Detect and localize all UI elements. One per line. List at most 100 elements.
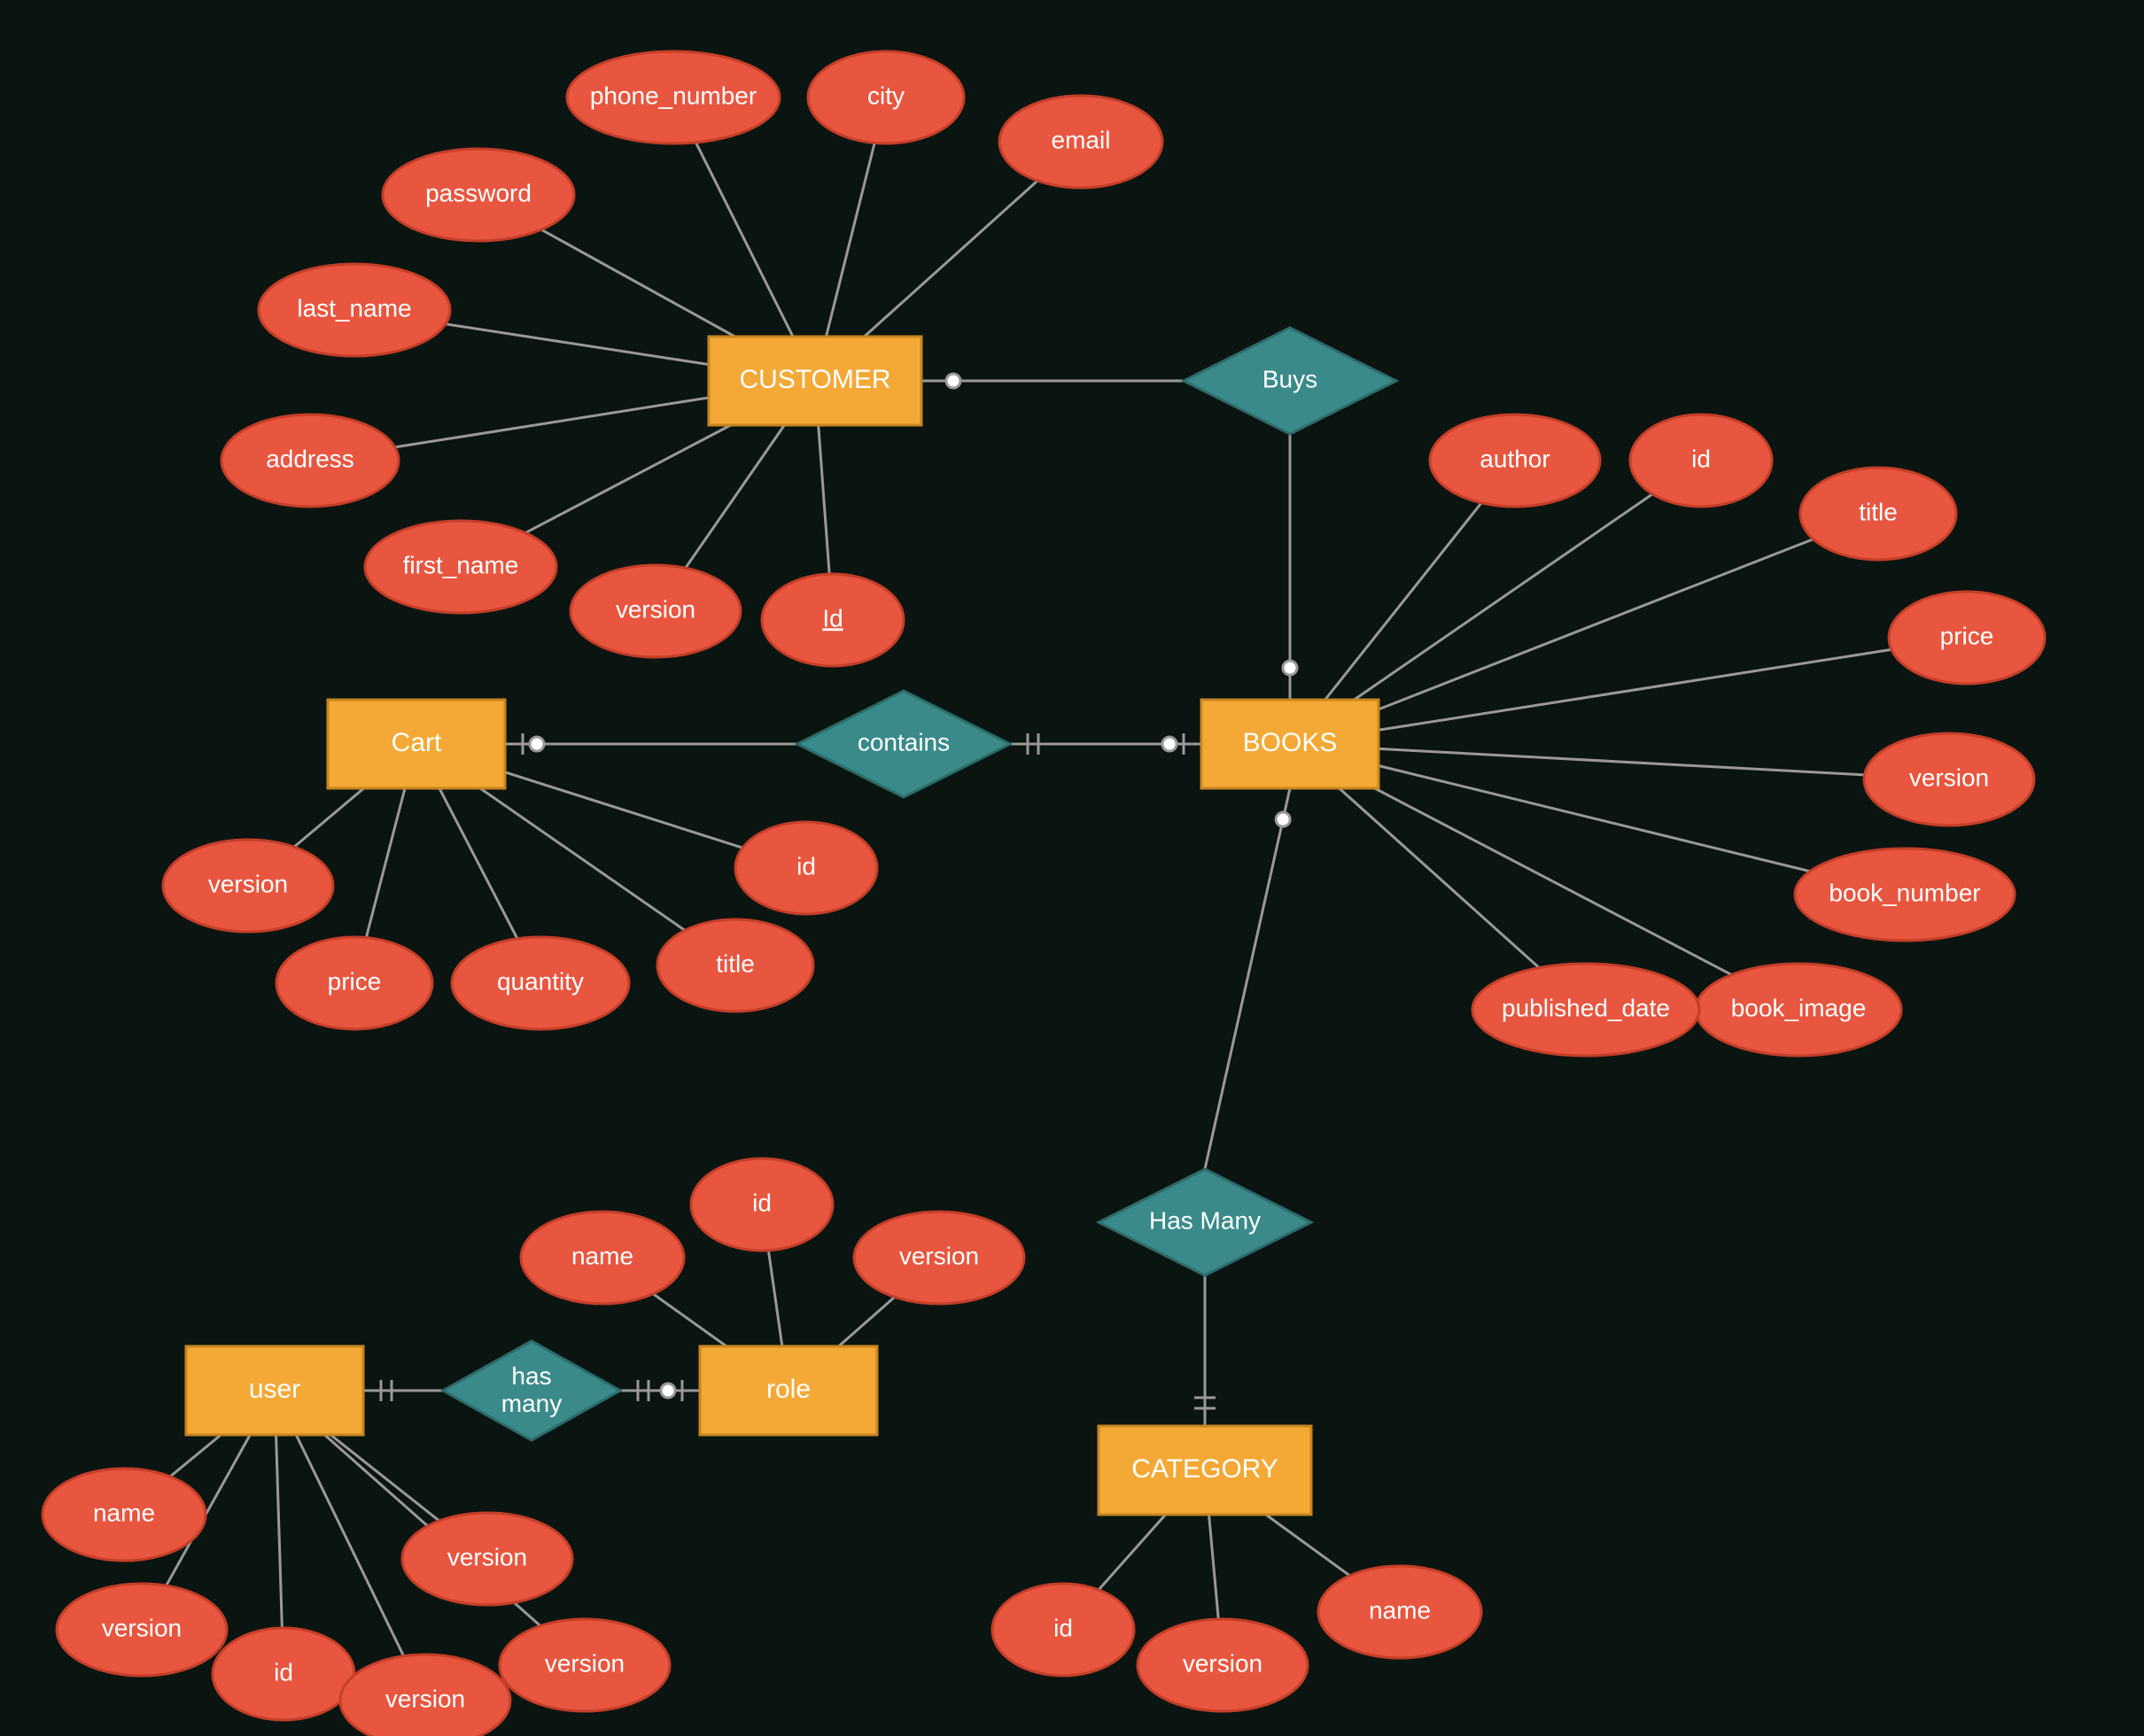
attr-edge-c_email xyxy=(865,181,1038,337)
attr-u_ver3: version xyxy=(402,1513,572,1605)
attr-edge-ct_qty xyxy=(439,788,517,939)
attr-edge-ct_ver xyxy=(294,788,364,847)
entity-cart: Cart xyxy=(328,700,505,788)
attr-c_email-label: email xyxy=(1052,126,1111,153)
entity-books-label: BOOKS xyxy=(1243,728,1338,757)
attr-cg_ver: version xyxy=(1138,1619,1308,1711)
relation-hasmany2: hasmany xyxy=(443,1341,620,1440)
attr-ct_id: id xyxy=(735,822,877,914)
attr-cg_ver-label: version xyxy=(1183,1649,1262,1677)
attr-edge-c_pass xyxy=(541,229,735,337)
attr-b_img: book_image xyxy=(1696,964,1901,1056)
attr-c_pass-label: password xyxy=(425,179,532,206)
attr-cg_id: id xyxy=(992,1584,1134,1676)
attr-edge-u_ver2 xyxy=(296,1435,403,1656)
attr-r_id-label: id xyxy=(752,1189,772,1216)
attr-c_city-label: city xyxy=(867,81,905,109)
attr-b_title: title xyxy=(1800,468,1956,560)
attr-ct_ver-label: version xyxy=(208,870,288,897)
attr-c_email: email xyxy=(999,96,1162,188)
attr-edge-cg_id xyxy=(1099,1515,1166,1590)
attr-ct_id-label: id xyxy=(796,852,816,880)
attr-edge-b_title xyxy=(1379,539,1814,709)
attr-c_first: first_name xyxy=(365,521,556,613)
relation-contains: contains xyxy=(797,691,1010,797)
attr-cg_id-label: id xyxy=(1053,1614,1073,1641)
attr-ct_title-label: title xyxy=(716,949,755,977)
attr-edge-c_first xyxy=(525,425,731,533)
entity-role-label: role xyxy=(766,1375,811,1404)
attr-u_ver2: version xyxy=(340,1655,510,1736)
attr-b_author: author xyxy=(1430,415,1600,507)
attr-c_id-label: Id xyxy=(822,604,843,632)
attr-r_id: id xyxy=(691,1159,833,1251)
attr-u_ver4: version xyxy=(500,1619,670,1711)
entity-category: CATEGORY xyxy=(1099,1426,1311,1515)
attr-u_ver4-label: version xyxy=(545,1649,625,1677)
entity-books: BOOKS xyxy=(1201,700,1379,788)
attr-b_img-label: book_image xyxy=(1731,994,1867,1021)
attr-ct_ver: version xyxy=(163,840,333,932)
attr-ct_qty-label: quantity xyxy=(497,967,584,995)
attr-c_phone: phone_number xyxy=(567,51,780,143)
attr-c_ver: version xyxy=(571,565,741,657)
entity-user-label: user xyxy=(249,1375,300,1404)
attr-b_num: book_number xyxy=(1795,849,2015,941)
attr-edge-cg_ver xyxy=(1209,1515,1219,1619)
attr-b_id: id xyxy=(1630,415,1772,507)
entity-cart-label: Cart xyxy=(392,728,442,757)
relation-contains-label: contains xyxy=(858,728,950,756)
attr-b_pub-label: published_date xyxy=(1502,994,1670,1021)
attr-ct_price: price xyxy=(276,937,432,1029)
attr-u_ver1-label: version xyxy=(102,1614,182,1641)
attr-edge-r_id xyxy=(768,1251,781,1346)
attr-ct_price-label: price xyxy=(328,967,382,995)
attr-edge-ct_price xyxy=(366,788,405,938)
attr-b_pub: published_date xyxy=(1472,964,1699,1056)
attr-r_name: name xyxy=(521,1212,684,1304)
attr-u_ver1: version xyxy=(57,1584,227,1676)
attr-edge-r_name xyxy=(653,1294,726,1346)
attr-u_ver2-label: version xyxy=(385,1685,465,1712)
attr-edge-c_id xyxy=(819,425,829,574)
attr-edge-c_phone xyxy=(695,143,793,337)
attr-edge-u_name xyxy=(170,1435,221,1476)
attr-r_name-label: name xyxy=(571,1242,633,1269)
attr-edge-cg_name xyxy=(1266,1515,1350,1576)
attr-b_num-label: book_number xyxy=(1829,879,1980,906)
relation-hasmany1: Has Many xyxy=(1099,1169,1311,1275)
attr-r_ver: version xyxy=(854,1212,1024,1304)
attr-edge-c_city xyxy=(827,143,875,337)
attr-c_first-label: first_name xyxy=(403,551,519,578)
attr-edge-b_ver xyxy=(1379,748,1864,774)
attr-edge-c_last xyxy=(446,324,709,365)
attr-edge-b_pub xyxy=(1340,788,1540,968)
relation-buys: Buys xyxy=(1184,328,1396,434)
attr-c_pass: password xyxy=(383,149,574,241)
attr-b_author-label: author xyxy=(1480,445,1550,472)
relation-hasmany1-label: Has Many xyxy=(1149,1206,1261,1234)
attr-c_addr: address xyxy=(221,415,399,507)
attr-edge-u_ver3 xyxy=(330,1435,439,1521)
entity-customer-label: CUSTOMER xyxy=(739,365,890,394)
attr-edge-c_addr xyxy=(395,398,709,447)
er-diagram: CUSTOMER Cart BOOKS user role CATEGORY Buys con… xyxy=(0,0,2144,1736)
entity-user: user xyxy=(186,1346,363,1435)
attr-edge-b_id xyxy=(1355,494,1653,700)
attr-u_name: name xyxy=(43,1469,206,1561)
attr-u_id: id xyxy=(213,1628,354,1720)
relation-buys-label: Buys xyxy=(1262,365,1317,392)
entity-customer: CUSTOMER xyxy=(709,337,921,425)
attr-u_name-label: name xyxy=(93,1499,155,1526)
attr-c_ver-label: version xyxy=(616,595,695,623)
attr-edge-c_ver xyxy=(686,425,785,568)
attr-cg_name-label: name xyxy=(1369,1596,1431,1624)
attr-edge-ct_id xyxy=(505,772,742,848)
attr-c_id: Id xyxy=(762,574,904,666)
attr-edge-ct_title xyxy=(480,788,685,930)
attr-b_title-label: title xyxy=(1859,498,1898,525)
edge-layer xyxy=(167,143,1892,1656)
attr-ct_qty: quantity xyxy=(452,937,629,1029)
attr-edge-b_price xyxy=(1379,649,1892,730)
attr-u_ver3-label: version xyxy=(447,1543,527,1570)
